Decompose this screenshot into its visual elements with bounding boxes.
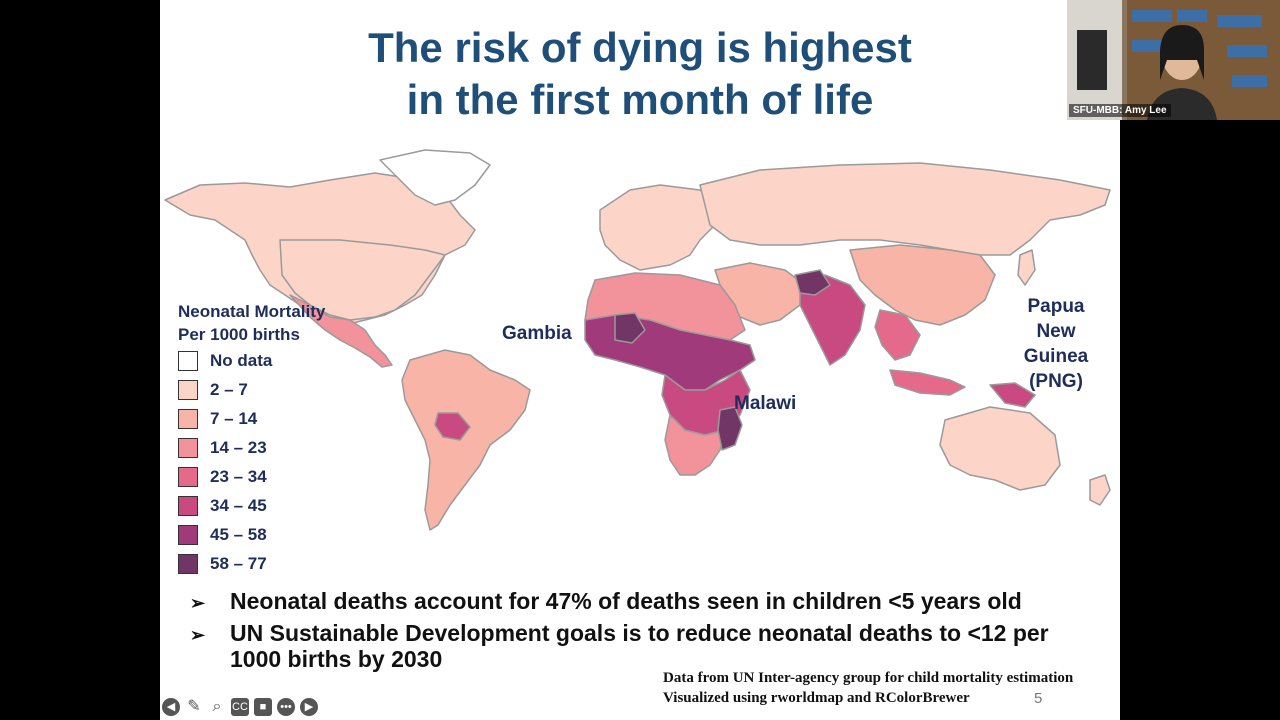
legend-swatch bbox=[178, 524, 198, 545]
credits-line-2: Visualized using rworldmap and RColorBre… bbox=[663, 690, 970, 706]
map-legend: Neonatal Mortality Per 1000 births No da… bbox=[178, 300, 368, 578]
map-gambia-region bbox=[614, 312, 646, 344]
legend-label: 58 – 77 bbox=[210, 553, 267, 573]
legend-swatch bbox=[178, 350, 198, 371]
world-map bbox=[164, 149, 1111, 531]
legend-label: 45 – 58 bbox=[210, 524, 267, 544]
slide: The risk of dying is highest in the firs… bbox=[160, 0, 1120, 720]
video-feed bbox=[1067, 0, 1280, 120]
label-gambia: Gambia bbox=[502, 323, 572, 344]
legend-swatch bbox=[178, 466, 198, 487]
legend-swatch bbox=[178, 408, 198, 429]
legend-swatch bbox=[178, 553, 198, 574]
slide-title: The risk of dying is highest in the firs… bbox=[160, 22, 1120, 126]
legend-item: 23 – 34 bbox=[178, 462, 368, 491]
legend-title-line-2: Per 1000 births bbox=[178, 325, 300, 344]
forward-icon[interactable]: ▶ bbox=[300, 698, 318, 716]
legend-title: Neonatal Mortality Per 1000 births bbox=[178, 300, 368, 346]
legend-item: No data bbox=[178, 346, 368, 375]
label-png-line-2: New bbox=[1036, 321, 1076, 342]
label-png-line-4: (PNG) bbox=[1029, 371, 1083, 392]
bullet-item: ➢ Neonatal deaths account for 47% of dea… bbox=[190, 588, 1110, 616]
map-europe bbox=[599, 184, 721, 271]
pen-icon[interactable]: ✎ bbox=[187, 698, 201, 715]
map-pakistan bbox=[794, 269, 831, 296]
map-southeast-asia bbox=[874, 309, 921, 361]
legend-item: 34 – 45 bbox=[178, 491, 368, 520]
credits-line-1: Data from UN Inter-agency group for chil… bbox=[663, 670, 1074, 686]
legend-label: 14 – 23 bbox=[210, 437, 267, 457]
map-png bbox=[989, 382, 1036, 408]
legend-swatch bbox=[178, 495, 198, 516]
map-china bbox=[849, 244, 996, 326]
legend-item: 2 – 7 bbox=[178, 375, 368, 404]
captions-icon[interactable]: CC bbox=[231, 698, 249, 716]
bullet-text: UN Sustainable Development goals is to r… bbox=[230, 620, 1049, 672]
label-png-line-1: Papua bbox=[1027, 296, 1085, 317]
title-line-2: in the first month of life bbox=[406, 76, 874, 123]
legend-label: 2 – 7 bbox=[210, 379, 248, 399]
legend-item: 58 – 77 bbox=[178, 549, 368, 578]
map-mexico bbox=[289, 294, 393, 368]
label-png: Papua New Guinea (PNG) bbox=[1016, 294, 1096, 394]
legend-label: 23 – 34 bbox=[210, 466, 267, 486]
legend-item: 45 – 58 bbox=[178, 520, 368, 549]
legend-swatch bbox=[178, 379, 198, 400]
presentation-toolbar: ◀ ✎ ⌕ CC ■ ••• ▶ bbox=[162, 698, 318, 716]
map-indonesia bbox=[889, 369, 966, 396]
title-line-1: The risk of dying is highest bbox=[368, 24, 912, 71]
page-number: 5 bbox=[1034, 690, 1043, 707]
map-usa bbox=[279, 239, 446, 321]
bullet-marker: ➢ bbox=[190, 593, 206, 613]
legend-label: 34 – 45 bbox=[210, 495, 267, 515]
participant-video: SFU-MBB: Amy Lee bbox=[1067, 0, 1280, 120]
map-greenland bbox=[379, 149, 491, 206]
map-south-asia bbox=[799, 274, 866, 366]
map-russia bbox=[699, 162, 1111, 256]
data-credits: Data from UN Inter-agency group for chil… bbox=[663, 668, 1073, 708]
map-southern-africa bbox=[664, 414, 726, 476]
camera-icon[interactable]: ■ bbox=[254, 698, 272, 716]
legend-label: No data bbox=[210, 350, 273, 370]
map-bolivia bbox=[434, 412, 471, 441]
more-icon[interactable]: ••• bbox=[277, 698, 295, 716]
legend-items: No data 2 – 7 7 – 14 14 – 23 23 – 34 34 – 45 4… bbox=[178, 346, 368, 578]
bullet-marker: ➢ bbox=[190, 625, 206, 645]
map-japan bbox=[1017, 249, 1036, 286]
map-south-america bbox=[401, 349, 531, 531]
legend-item: 14 – 23 bbox=[178, 433, 368, 462]
legend-item: 7 – 14 bbox=[178, 404, 368, 433]
map-australia bbox=[939, 406, 1061, 491]
legend-label: 7 – 14 bbox=[210, 408, 258, 428]
zoom-icon[interactable]: ⌕ bbox=[212, 698, 222, 715]
bullet-text: Neonatal deaths account for 47% of death… bbox=[230, 588, 1022, 614]
bullet-list: ➢ Neonatal deaths account for 47% of dea… bbox=[190, 588, 1110, 676]
back-icon[interactable]: ◀ bbox=[162, 698, 180, 716]
legend-title-line-1: Neonatal Mortality bbox=[178, 302, 326, 321]
label-malawi: Malawi bbox=[734, 393, 797, 414]
map-new-zealand bbox=[1089, 474, 1111, 506]
participant-name: SFU-MBB: Amy Lee bbox=[1069, 104, 1171, 117]
legend-swatch bbox=[178, 437, 198, 458]
label-png-line-3: Guinea bbox=[1023, 346, 1089, 367]
bullet-item: ➢ UN Sustainable Development goals is to… bbox=[190, 620, 1110, 672]
map-malawi bbox=[717, 406, 743, 451]
